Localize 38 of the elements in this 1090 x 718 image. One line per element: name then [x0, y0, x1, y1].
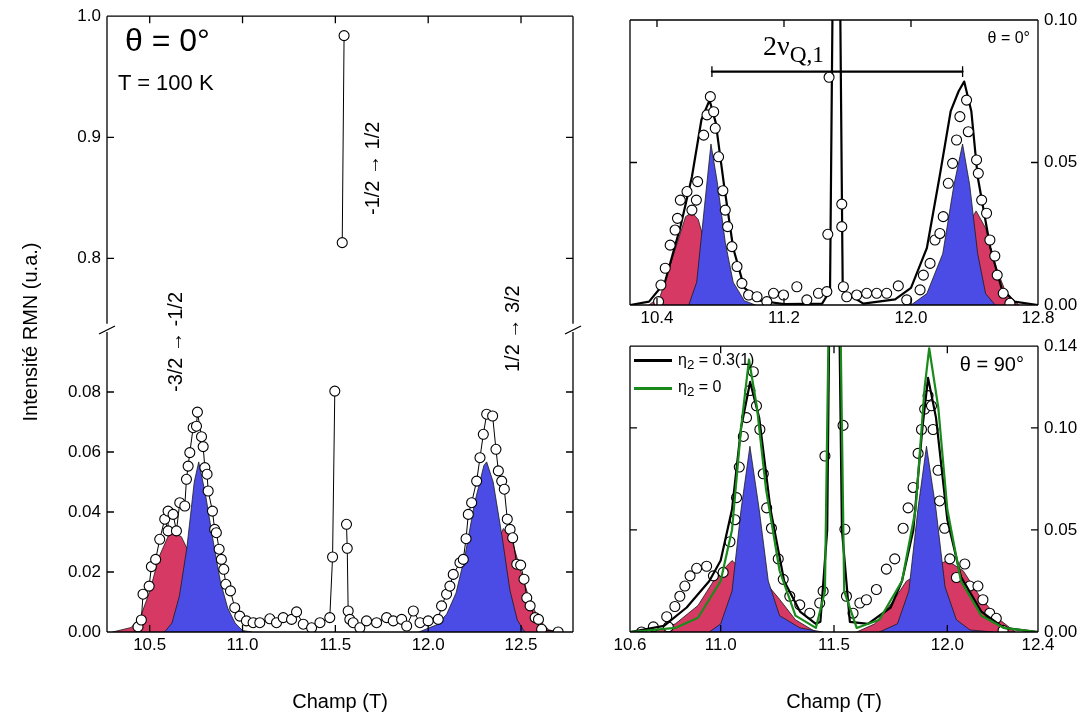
annotation: θ = 90° [959, 353, 1024, 375]
x-tick-label: 12.0 [894, 307, 928, 327]
legend-label: η$_{2}$ = 0.3(1) [678, 351, 755, 373]
legend-label: η$_{2}$ = 0 [678, 378, 722, 400]
y-tick-label: 0.10 [1044, 417, 1078, 437]
y-tick-label: 0.14 [1044, 335, 1078, 355]
y-tick-label: 0.08 [67, 381, 101, 401]
x-axis-title: Champ (T) [786, 689, 882, 712]
annotation: -1/2 → 1/2 [361, 121, 383, 215]
x-tick-label: 12.0 [411, 634, 445, 654]
y-tick-label: 0.02 [67, 561, 101, 581]
x-tick-label: 12.0 [930, 634, 964, 654]
y-tick-label: 0.04 [67, 501, 101, 521]
x-tick-label: 11.5 [818, 634, 850, 654]
x-tick-label: 10.5 [133, 634, 167, 654]
x-tick-label: 11.0 [226, 634, 259, 654]
x-tick-label: 12.5 [504, 634, 538, 654]
annotation: T = 100 K [118, 70, 214, 95]
y-tick-label: 0.05 [1044, 152, 1078, 172]
y-tick-label: 0.05 [1044, 519, 1078, 539]
y-tick-label: 0.10 [1044, 9, 1078, 29]
x-axis-title: Champ (T) [292, 689, 388, 712]
y-tick-label: 0.00 [67, 621, 101, 641]
annotation: θ = 0° [125, 22, 210, 58]
annotation: -3/2 → -1/2 [164, 291, 186, 392]
y-axis-title: Intensité RMN (u.a.) [19, 242, 41, 422]
x-tick-label: 11.5 [319, 634, 352, 654]
y-tick-label: 0.9 [77, 126, 101, 146]
annotation: 2ν$_{Q,1}$ [763, 30, 825, 67]
annotation: 1/2 → 3/2 [501, 285, 523, 372]
y-tick-label: 0.06 [67, 441, 101, 461]
y-tick-label: 0.8 [77, 248, 101, 268]
x-tick-label: 11.0 [704, 634, 737, 654]
annotation: θ = 0° [987, 29, 1030, 46]
x-tick-label: 10.4 [640, 307, 674, 327]
y-tick-label: 1.0 [77, 5, 101, 25]
x-tick-label: 11.2 [768, 307, 800, 327]
x-tick-label: 10.6 [613, 634, 647, 654]
